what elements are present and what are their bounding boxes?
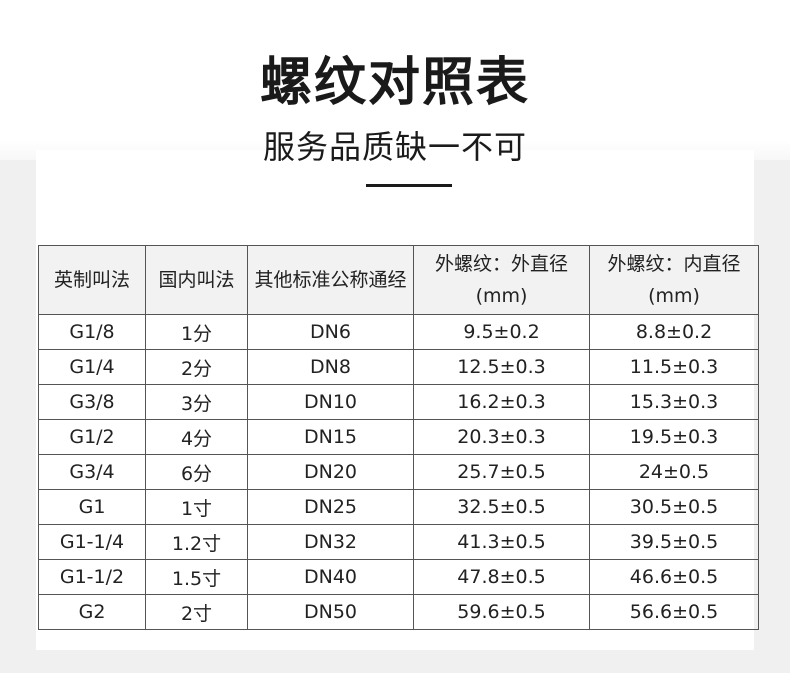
table-cell: 15.3±0.3 [589,384,759,420]
page-subtitle: 服务品质缺一不可 [262,128,527,166]
header-background [0,0,790,160]
column-header: 国内叫法 [145,245,248,315]
table-cell: 56.6±0.5 [589,594,759,630]
table-cell: G3/8 [38,384,146,420]
table-row: G1-1/4 1.2寸 DN32 41.3±0.5 39.5±0.5 [38,524,759,560]
table-cell: DN6 [247,314,414,350]
table-row: G2 2寸 DN50 59.6±0.5 56.6±0.5 [38,594,759,630]
table-cell: 12.5±0.3 [413,349,590,385]
column-header: 外螺纹：内直径(mm) [589,245,759,315]
table-row: G3/8 3分 DN10 16.2±0.3 15.3±0.3 [38,384,759,420]
column-header: 其他标准公称通经 [247,245,414,315]
table-cell: DN32 [247,524,414,560]
table-cell: 2寸 [145,594,248,630]
column-header: 外螺纹：外直径(mm) [413,245,590,315]
table-cell: G1/8 [38,314,146,350]
table-cell: 8.8±0.2 [589,314,759,350]
table-cell: 41.3±0.5 [413,524,590,560]
table-cell: 1.5寸 [145,559,248,595]
table-cell: DN20 [247,454,414,490]
table-cell: 30.5±0.5 [589,489,759,525]
table-cell: 3分 [145,384,248,420]
thread-comparison-table: 英制叫法 国内叫法 其他标准公称通经 外螺纹：外直径(mm) 外螺纹：内直径(m… [38,245,759,630]
column-header: 英制叫法 [38,245,146,315]
table-cell: DN15 [247,419,414,455]
table-cell: DN25 [247,489,414,525]
table-cell: 39.5±0.5 [589,524,759,560]
table-cell: 59.6±0.5 [413,594,590,630]
table-cell: 1.2寸 [145,524,248,560]
table-cell: 25.7±0.5 [413,454,590,490]
table-cell: G1-1/2 [38,559,146,595]
table-row: G1 1寸 DN25 32.5±0.5 30.5±0.5 [38,489,759,525]
table-cell: G1/4 [38,349,146,385]
table-cell: G1-1/4 [38,524,146,560]
table-cell: 9.5±0.2 [413,314,590,350]
table-cell: 4分 [145,419,248,455]
table-row: G1/4 2分 DN8 12.5±0.3 11.5±0.3 [38,349,759,385]
table-cell: 6分 [145,454,248,490]
table-cell: G2 [38,594,146,630]
table-cell: 1分 [145,314,248,350]
table-cell: 16.2±0.3 [413,384,590,420]
table-cell: 1寸 [145,489,248,525]
table-row: G1/8 1分 DN6 9.5±0.2 8.8±0.2 [38,314,759,350]
table-cell: G1 [38,489,146,525]
table-cell: 20.3±0.3 [413,419,590,455]
table-cell: 19.5±0.3 [589,419,759,455]
table-cell: G3/4 [38,454,146,490]
table-cell: G1/2 [38,419,146,455]
table-cell: DN40 [247,559,414,595]
title-divider [366,184,452,187]
table-row: G1-1/2 1.5寸 DN40 47.8±0.5 46.6±0.5 [38,559,759,595]
table-cell: 46.6±0.5 [589,559,759,595]
page-title: 螺纹对照表 [259,53,530,113]
table-cell: DN50 [247,594,414,630]
table-cell: 2分 [145,349,248,385]
table-row: G1/2 4分 DN15 20.3±0.3 19.5±0.3 [38,419,759,455]
table-row: G3/4 6分 DN20 25.7±0.5 24±0.5 [38,454,759,490]
table-cell: 11.5±0.3 [589,349,759,385]
table-cell: DN8 [247,349,414,385]
table-cell: 32.5±0.5 [413,489,590,525]
table-header-row: 英制叫法 国内叫法 其他标准公称通经 外螺纹：外直径(mm) 外螺纹：内直径(m… [38,245,759,315]
table-cell: DN10 [247,384,414,420]
table-cell: 24±0.5 [589,454,759,490]
table-cell: 47.8±0.5 [413,559,590,595]
